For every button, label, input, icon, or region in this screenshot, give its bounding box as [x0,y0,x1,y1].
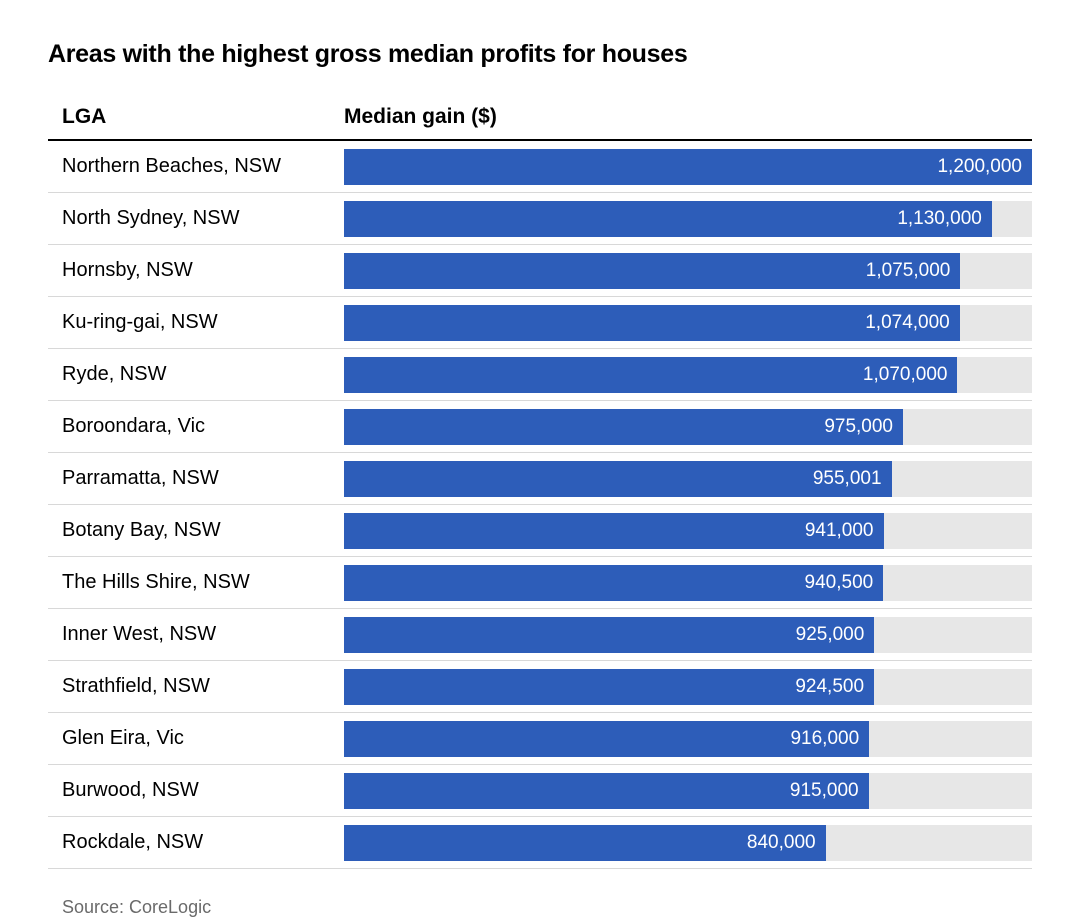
source-attribution: Source: CoreLogic [48,897,1032,918]
bar-value-label: 925,000 [796,624,865,646]
table-row: Boroondara, Vic 975,000 [48,401,1032,453]
lga-cell: Inner West, NSW [48,623,344,646]
bar: 975,000 [344,409,903,445]
bar: 1,130,000 [344,201,992,237]
lga-cell: The Hills Shire, NSW [48,571,344,594]
chart-title: Areas with the highest gross median prof… [48,40,1032,69]
bar-track: 840,000 [344,825,1032,861]
lga-cell: Rockdale, NSW [48,831,344,854]
bar-value-label: 840,000 [747,832,816,854]
table-header-row: LGA Median gain ($) [48,97,1032,141]
bar: 1,074,000 [344,305,960,341]
lga-cell: Hornsby, NSW [48,259,344,282]
bar: 925,000 [344,617,874,653]
bar-track: 1,070,000 [344,357,1032,393]
bar-track: 925,000 [344,617,1032,653]
bar-track: 941,000 [344,513,1032,549]
bar-track: 955,001 [344,461,1032,497]
table-row: Strathfield, NSW 924,500 [48,661,1032,713]
bar: 941,000 [344,513,884,549]
lga-cell: Parramatta, NSW [48,467,344,490]
table-row: Inner West, NSW 925,000 [48,609,1032,661]
bar-value-label: 975,000 [824,416,893,438]
bar-value-label: 1,075,000 [866,260,951,282]
lga-cell: Ku-ring-gai, NSW [48,311,344,334]
lga-cell: Burwood, NSW [48,779,344,802]
bar-track: 1,130,000 [344,201,1032,237]
lga-cell: Botany Bay, NSW [48,519,344,542]
bar-value-label: 1,070,000 [863,364,948,386]
bar-track: 940,500 [344,565,1032,601]
table-row: Hornsby, NSW 1,075,000 [48,245,1032,297]
bar-track: 924,500 [344,669,1032,705]
table-row: North Sydney, NSW 1,130,000 [48,193,1032,245]
bar-track: 1,074,000 [344,305,1032,341]
bar: 916,000 [344,721,869,757]
lga-cell: Ryde, NSW [48,363,344,386]
table-row: Botany Bay, NSW 941,000 [48,505,1032,557]
table-row: Ryde, NSW 1,070,000 [48,349,1032,401]
bar: 915,000 [344,773,869,809]
lga-cell: North Sydney, NSW [48,207,344,230]
bar-track: 1,075,000 [344,253,1032,289]
table-row: Rockdale, NSW 840,000 [48,817,1032,869]
column-header-lga: LGA [48,105,344,129]
column-header-gain: Median gain ($) [344,105,497,129]
bar: 1,070,000 [344,357,957,393]
lga-cell: Northern Beaches, NSW [48,155,344,178]
bar-value-label: 1,130,000 [897,208,982,230]
bar-track: 1,200,000 [344,149,1032,185]
bar: 940,500 [344,565,883,601]
table-row: Burwood, NSW 915,000 [48,765,1032,817]
bar-track: 975,000 [344,409,1032,445]
bar-value-label: 955,001 [813,468,882,490]
bar-value-label: 915,000 [790,780,859,802]
lga-cell: Glen Eira, Vic [48,727,344,750]
table-row: Northern Beaches, NSW 1,200,000 [48,141,1032,193]
lga-cell: Boroondara, Vic [48,415,344,438]
bar-value-label: 1,200,000 [937,156,1022,178]
table-row: Ku-ring-gai, NSW 1,074,000 [48,297,1032,349]
table-row: The Hills Shire, NSW 940,500 [48,557,1032,609]
profit-table: LGA Median gain ($) Northern Beaches, NS… [48,97,1032,869]
bar: 924,500 [344,669,874,705]
bar-value-label: 1,074,000 [865,312,950,334]
bar-value-label: 941,000 [805,520,874,542]
bar: 1,075,000 [344,253,960,289]
bar-track: 916,000 [344,721,1032,757]
bar-track: 915,000 [344,773,1032,809]
bar-value-label: 924,500 [795,676,864,698]
bar: 1,200,000 [344,149,1032,185]
bar-value-label: 940,500 [805,572,874,594]
bar: 840,000 [344,825,826,861]
table-row: Glen Eira, Vic 916,000 [48,713,1032,765]
bar-value-label: 916,000 [790,728,859,750]
bar: 955,001 [344,461,892,497]
lga-cell: Strathfield, NSW [48,675,344,698]
table-row: Parramatta, NSW 955,001 [48,453,1032,505]
